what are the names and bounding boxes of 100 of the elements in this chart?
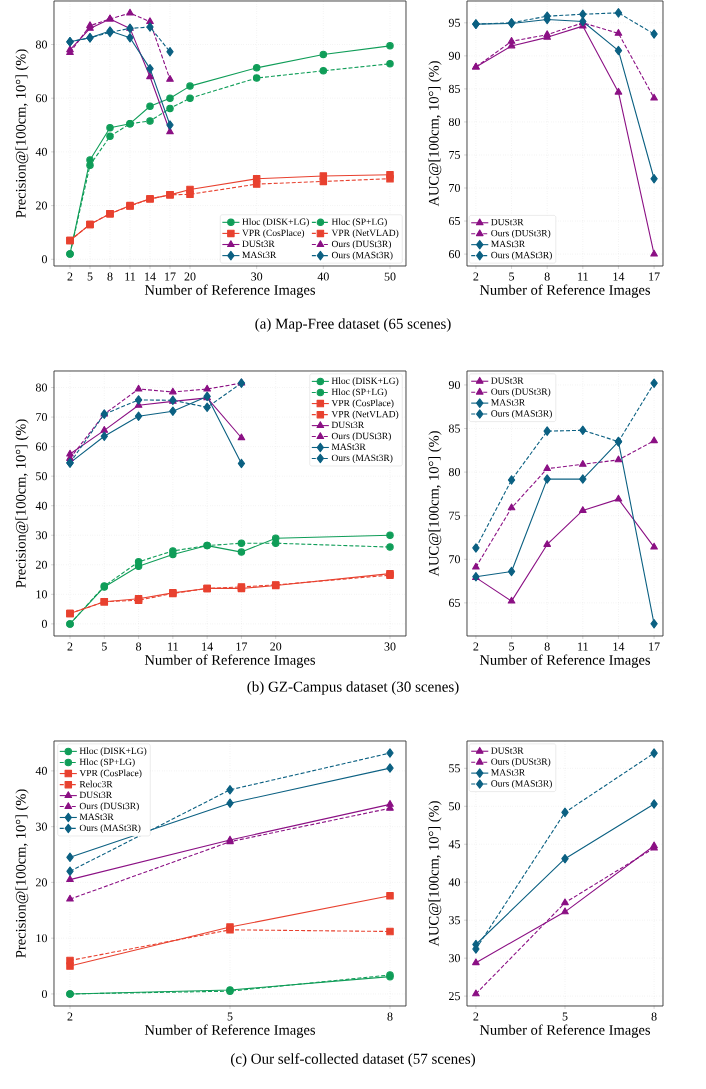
y-tick-label: 90: [448, 380, 460, 389]
x-tick-label: 11: [578, 642, 588, 651]
y-tick-label: 40: [448, 878, 460, 887]
y-axis-title: Precision@[100cm, 10°] (%): [15, 789, 29, 958]
y-tick-label: 75: [449, 511, 460, 520]
x-axis-title: Number of Reference Images: [479, 654, 651, 668]
x-tick-label: 5: [562, 1012, 568, 1021]
y-tick-label: 30: [36, 531, 47, 540]
legend-label: Ours (MASt3R): [491, 410, 552, 419]
x-tick-label: 2: [473, 642, 479, 651]
x-tick-label: 17: [649, 642, 660, 651]
legend-label: MASt3R: [79, 813, 114, 820]
y-tick-label: 70: [449, 555, 460, 564]
y-tick-label: 55: [449, 764, 460, 773]
y-axis-title: AUC@[100cm, 10°] (%): [428, 431, 442, 577]
legend-label: Ours (DUSt3R): [331, 240, 391, 250]
text: (b) GZ-Campus dataset (30 scenes): [247, 681, 459, 695]
legend-label: VPR (CosPlace): [242, 229, 305, 238]
x-tick-label: 8: [107, 272, 113, 281]
y-tick-label: 80: [35, 40, 47, 49]
legend-label: Hloc (DISK+LG): [242, 218, 309, 227]
x-tick-label: 8: [136, 642, 142, 651]
x-tick-label: 8: [387, 1012, 393, 1021]
x-tick-label: 2: [473, 1012, 479, 1021]
y-tick-label: 40: [35, 501, 47, 510]
y-tick-label: 20: [36, 560, 47, 569]
legend-label: Hloc (SP+LG): [79, 758, 135, 768]
y-tick-label: 10: [36, 590, 47, 599]
legend-label: Ours (DUSt3R): [79, 802, 139, 812]
x-tick-label: 17: [649, 272, 660, 281]
y-tick-label: 10: [36, 934, 47, 943]
y-tick-label: 40: [35, 766, 47, 775]
x-axis-title: Number of Reference Images: [144, 654, 316, 668]
legend-label: VPR (CosPlace): [331, 399, 394, 409]
y-tick-label: 0: [41, 619, 47, 628]
legend-label: Ours (MASt3R): [331, 251, 393, 261]
y-tick-label: 0: [41, 989, 47, 998]
legend-label: Ours (DUSt3R): [491, 388, 551, 397]
x-tick-label: 40: [317, 272, 329, 281]
y-axis-title: Precision@[100cm, 10°] (%): [15, 419, 29, 588]
legend-label: DUSt3R: [242, 240, 275, 247]
y-tick-label: 35: [449, 916, 460, 925]
y-tick-label: 85: [448, 84, 460, 93]
legend-label: Ours (MASt3R): [79, 824, 141, 833]
y-tick-label: 45: [448, 840, 460, 849]
x-tick-label: 14: [613, 642, 625, 651]
y-tick-label: 60: [448, 250, 460, 259]
x-tick-label: 8: [544, 642, 550, 651]
legend-label: DUSt3R: [491, 377, 524, 384]
legend-label: DUSt3R: [331, 421, 365, 429]
x-tick-label: 17: [236, 642, 248, 651]
x-axis-title: Number of Reference Images: [479, 1024, 651, 1038]
y-tick-label: 20: [36, 878, 47, 887]
legend-label: VPR (NetVLAD): [331, 229, 399, 238]
y-axis-title: Precision@[100cm, 10°] (%): [15, 49, 29, 218]
x-tick-label: 30: [251, 272, 263, 281]
x-tick-label: 5: [509, 272, 515, 281]
y-tick-label: 80: [448, 117, 460, 126]
legend-label: Ours (MASt3R): [331, 454, 393, 463]
x-tick-label: 8: [651, 1012, 657, 1021]
x-tick-label: 50: [384, 272, 396, 281]
x-tick-label: 11: [168, 642, 178, 651]
y-tick-label: 80: [448, 468, 460, 477]
x-axis-title: Number of Reference Images: [144, 1024, 316, 1038]
x-tick-label: 30: [384, 642, 396, 651]
legend-label: MASt3R: [491, 769, 526, 776]
y-axis-title: AUC@[100cm, 10°] (%): [428, 61, 442, 207]
x-tick-label: 11: [578, 272, 588, 281]
y-tick-label: 60: [35, 442, 47, 451]
legend-label: Ours (DUSt3R): [331, 432, 391, 442]
y-tick-label: 50: [449, 802, 460, 811]
y-tick-label: 90: [448, 51, 460, 60]
legend-label: Ours (MASt3R): [491, 251, 552, 261]
y-tick-label: 60: [35, 94, 47, 103]
y-tick-label: 75: [449, 150, 460, 159]
x-tick-label: 2: [67, 1012, 73, 1021]
y-tick-label: 80: [35, 383, 47, 392]
legend-label: MASt3R: [242, 251, 277, 259]
legend-label: DUSt3R: [491, 747, 524, 754]
y-tick-label: 70: [449, 183, 460, 193]
y-tick-label: 25: [449, 992, 460, 1001]
legend-label: Ours (DUSt3R): [491, 758, 551, 767]
legend-label: Ours (MASt3R): [491, 780, 552, 789]
x-tick-label: 14: [613, 272, 625, 281]
x-tick-label: 14: [145, 272, 156, 281]
x-tick-label: 5: [509, 642, 515, 651]
x-tick-label: 2: [67, 272, 73, 281]
y-tick-label: 50: [36, 472, 47, 481]
legend-label: VPR (NetVLAD): [331, 410, 399, 420]
legend-label: MASt3R: [491, 399, 526, 406]
y-tick-label: 65: [448, 598, 460, 607]
y-axis-title: AUC@[100cm, 10°] (%): [428, 801, 442, 947]
x-tick-label: 20: [184, 272, 196, 281]
x-tick-label: 14: [202, 642, 213, 651]
x-tick-label: 5: [87, 272, 93, 281]
legend-label: DUSt3R: [79, 791, 113, 799]
legend-label: Hloc (DISK+LG): [331, 377, 399, 386]
y-tick-label: 65: [448, 217, 460, 226]
y-tick-label: 20: [36, 201, 47, 210]
x-tick-label: 2: [67, 642, 73, 651]
